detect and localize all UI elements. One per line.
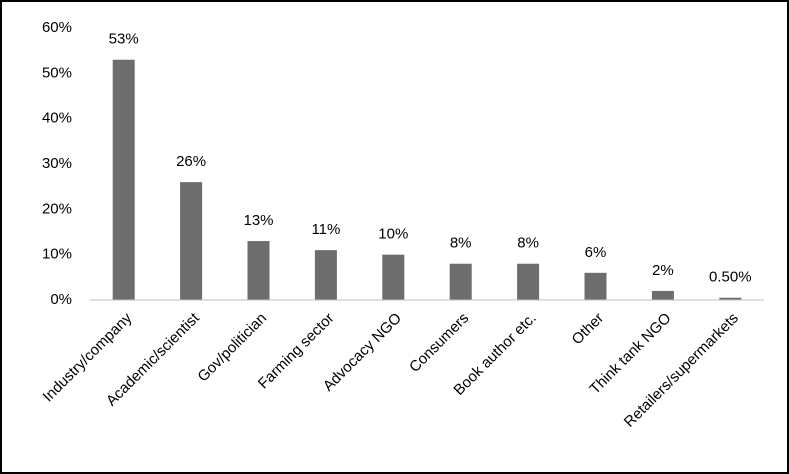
y-tick-label: 40% [42,110,72,127]
bar [584,272,607,300]
bar [719,297,742,300]
bar [180,182,203,300]
value-label: 6% [585,244,607,261]
value-label: 10% [378,226,408,243]
bar [651,290,674,300]
value-label: 53% [109,31,139,48]
value-label: 8% [450,235,472,252]
y-tick-label: 0% [50,291,72,308]
value-label: 2% [652,262,674,279]
value-label: 11% [311,221,340,238]
bar [382,254,405,300]
y-tick-label: 20% [42,200,72,217]
bar [112,59,135,300]
value-label: 8% [517,235,539,252]
value-label: 13% [243,212,273,229]
y-tick-label: 30% [42,155,72,172]
value-label: 0.50% [709,269,752,286]
bar [517,263,540,300]
bar [449,263,472,300]
bar [314,250,337,300]
y-tick-label: 10% [42,246,72,263]
value-label: 26% [176,153,206,170]
y-tick-label: 50% [42,64,72,81]
bar [247,241,270,300]
y-tick-label: 60% [42,19,72,36]
